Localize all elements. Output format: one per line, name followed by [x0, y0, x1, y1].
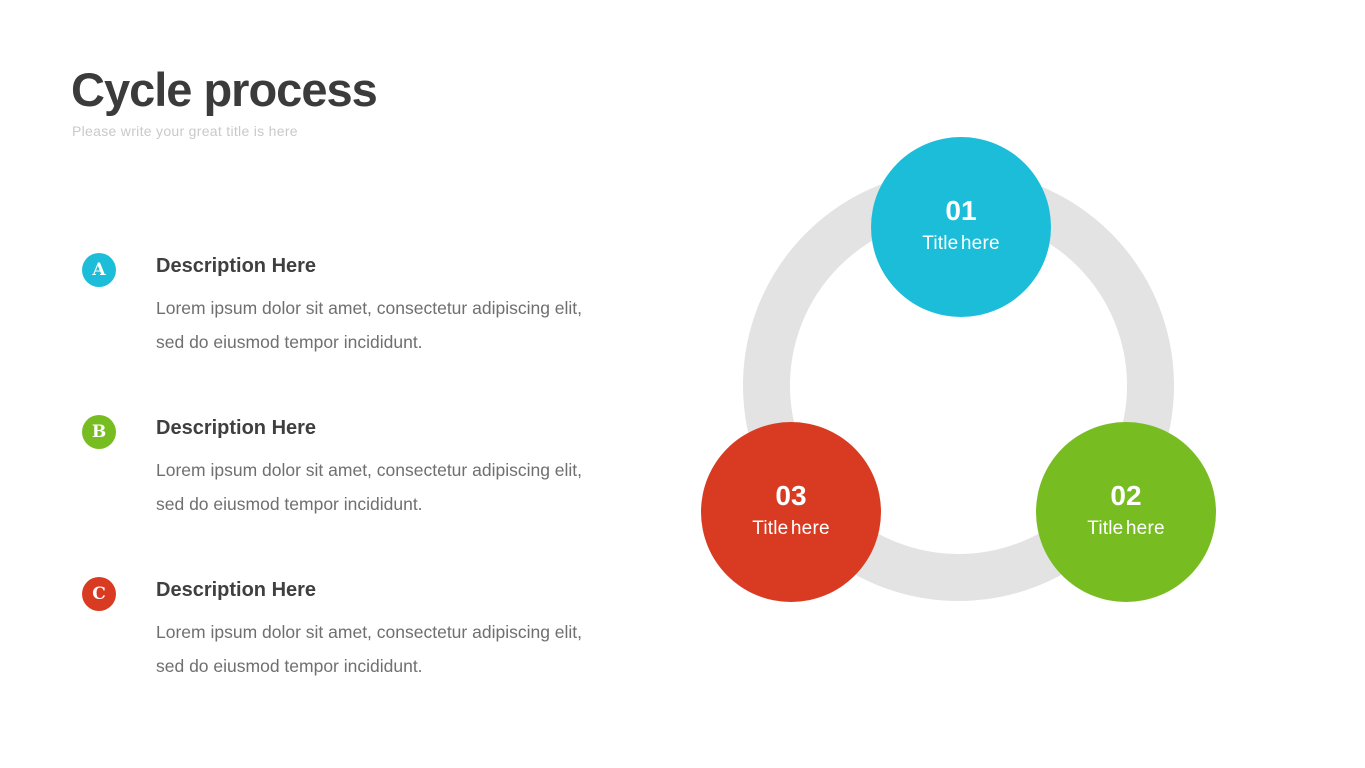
page-subtitle: Please write your great title is here [72, 123, 298, 139]
header: Cycle process Please write your great ti… [71, 63, 378, 139]
item-body: Lorem ipsum dolor sit amet, consectetur … [156, 622, 583, 676]
item-text-c: Description Here Lorem ipsum dolor sit a… [156, 577, 608, 683]
cycle-node-03: 03 Title here [701, 422, 881, 602]
node-label: Title here [922, 233, 1000, 254]
item-text-b: Description Here Lorem ipsum dolor sit a… [156, 415, 608, 521]
page-title: Cycle process [71, 63, 378, 116]
item-heading: Description Here [156, 417, 317, 439]
item-text-a: Description Here Lorem ipsum dolor sit a… [156, 253, 608, 359]
item-heading: Description Here [156, 579, 317, 601]
description-item-b: B Description Here Lorem ipsum dolor sit… [82, 415, 608, 521]
node-number: 03 [775, 480, 807, 511]
item-body: Lorem ipsum dolor sit amet, consectetur … [156, 460, 583, 514]
description-item-c: C Description Here Lorem ipsum dolor sit… [82, 577, 608, 683]
node-label: Title here [1087, 518, 1165, 539]
description-item-a: A Description Here Lorem ipsum dolor sit… [82, 253, 608, 359]
cycle-node-02: 02 Title here [1036, 422, 1216, 602]
item-badge-c: C [82, 577, 116, 611]
item-badge-b: B [82, 415, 116, 449]
item-badge-a: A [82, 253, 116, 287]
item-body: Lorem ipsum dolor sit amet, consectetur … [156, 298, 583, 352]
cycle-node-01: 01 Title here [871, 137, 1051, 317]
node-number: 01 [945, 195, 977, 226]
item-heading: Description Here [156, 255, 317, 277]
node-number: 02 [1110, 480, 1142, 511]
node-label: Title here [752, 518, 830, 539]
